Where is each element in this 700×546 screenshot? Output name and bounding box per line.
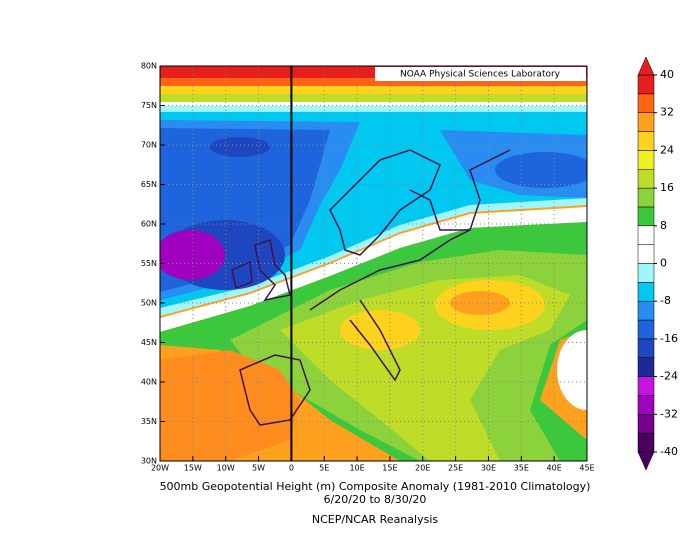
lon-label: 30E — [481, 464, 496, 473]
colorbar: 40 32 24 16 8 0 -8 -16 -24 -32 -40 — [637, 56, 678, 471]
lat-label: 75N — [141, 101, 157, 110]
colorbar-segment — [637, 300, 655, 321]
dates: 6/20/20 to 8/30/20 — [324, 493, 427, 506]
colorbar-segment — [637, 187, 655, 208]
colorbar-segment — [637, 225, 655, 245]
lon-label: 15W — [184, 464, 202, 473]
lon-label: 5E — [319, 464, 329, 473]
colorbar-segment — [637, 244, 655, 264]
lon-label: 45E — [579, 464, 594, 473]
colorbar-segment — [637, 432, 655, 453]
lat-label: 60N — [141, 220, 157, 229]
colorbar-tick-label: 32 — [660, 106, 674, 119]
colorbar-segment — [637, 74, 655, 95]
colorbar-segment — [637, 112, 655, 132]
coastlines — [231, 149, 511, 426]
lon-label: 10W — [217, 464, 235, 473]
colorbar-segment — [637, 263, 655, 283]
colorbar-tick-label: -16 — [660, 332, 678, 345]
lon-label: 20W — [151, 464, 169, 473]
anomaly-field — [160, 66, 587, 461]
lon-label: 20E — [415, 464, 430, 473]
header: NOAA Physical Sciences Laboratory — [400, 70, 561, 80]
lat-label: 80N — [141, 62, 157, 71]
colorbar-tick-label: 8 — [660, 219, 667, 232]
lat-label: 30N — [141, 457, 157, 466]
lat-label: 35N — [141, 417, 157, 426]
colorbar-arrow-bottom — [637, 451, 655, 471]
title: 500mb Geopotential Height (m) Composite … — [160, 480, 591, 493]
colorbar-segment — [637, 395, 655, 415]
header-box — [375, 67, 586, 81]
colorbar-segment — [637, 414, 655, 434]
colorbar-segment — [637, 206, 655, 227]
colorbar-segment — [637, 376, 655, 396]
lon-label: 0 — [289, 464, 294, 473]
lon-label: 15E — [382, 464, 397, 473]
colorbar-segment — [637, 150, 655, 170]
lon-label: 5W — [252, 464, 265, 473]
lat-label: 70N — [141, 141, 157, 150]
lon-label: 35E — [514, 464, 529, 473]
lon-label: 40E — [547, 464, 562, 473]
colorbar-tick-label: 16 — [660, 181, 674, 194]
colorbar-tick-label: 40 — [660, 68, 674, 81]
source: NCEP/NCAR Reanalysis — [312, 513, 438, 526]
colorbar-segment — [637, 319, 655, 340]
colorbar-tick-label: 24 — [660, 143, 674, 156]
colorbar-segment — [637, 357, 655, 377]
lat-label: 55N — [141, 259, 157, 268]
colorbar-tick-label: -40 — [660, 445, 678, 458]
lat-label: 45N — [141, 338, 157, 347]
colorbar-segment — [637, 338, 655, 358]
colorbar-tick-label: 0 — [660, 257, 667, 270]
colorbar-tick-label: -24 — [660, 370, 678, 383]
lat-label: 65N — [141, 180, 157, 189]
colorbar-segment — [637, 169, 655, 189]
lon-label: 25E — [448, 464, 463, 473]
colorbar-segment — [637, 131, 655, 151]
colorbar-segment — [637, 282, 655, 302]
lon-label: 10E — [349, 464, 364, 473]
colorbar-tick-label: -32 — [660, 407, 678, 420]
colorbar-tick-label: -8 — [660, 294, 671, 307]
colorbar-segment — [637, 93, 655, 113]
lat-label: 40N — [141, 378, 157, 387]
colorbar-arrow-top — [637, 56, 655, 76]
lat-label: 50N — [141, 299, 157, 308]
